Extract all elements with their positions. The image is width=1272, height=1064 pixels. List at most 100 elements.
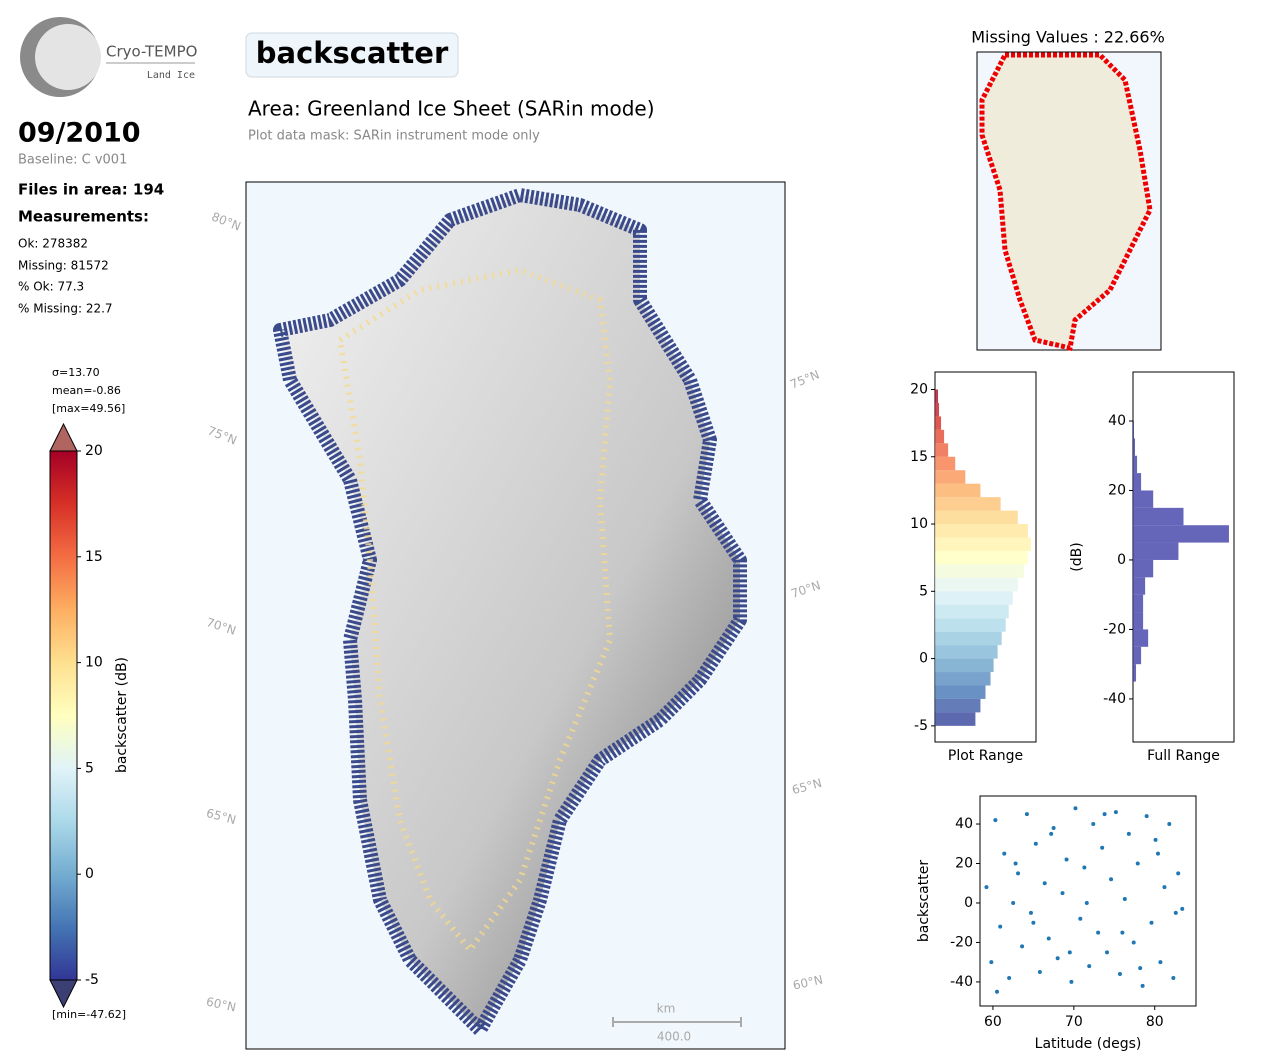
- point: [1096, 930, 1101, 935]
- hist-bar: [935, 564, 1024, 578]
- point: [1028, 910, 1033, 915]
- hist-bar: [1133, 646, 1142, 665]
- logo: Cryo-TEMPO Land Ice: [20, 17, 197, 97]
- y-tick-label: 40: [1108, 413, 1126, 429]
- hist-bar: [935, 591, 1013, 605]
- y-tick-label: -40: [1103, 691, 1126, 707]
- hist-bar: [1133, 438, 1136, 456]
- x-label: Full Range: [1147, 748, 1220, 764]
- min-annotation: [min=-47.62]: [52, 1008, 126, 1021]
- hist-bar: [935, 604, 1009, 619]
- point: [1042, 881, 1047, 886]
- y-tick-label: -20: [1103, 621, 1126, 637]
- point: [1153, 837, 1158, 842]
- point: [1126, 831, 1131, 836]
- lat-label: 60°N: [205, 995, 237, 1015]
- hist-bar: [1133, 507, 1184, 526]
- x-label: Latitude (degs): [1035, 1036, 1142, 1052]
- stat-annotation: σ=13.70: [52, 366, 100, 379]
- hist-bar: [935, 416, 942, 430]
- scale-length: 400.0: [657, 1030, 691, 1044]
- hist-bar: [935, 618, 1006, 632]
- hist-bar: [1133, 455, 1138, 474]
- point: [1033, 841, 1038, 846]
- missing-map: Missing Values : 22.66%: [971, 28, 1165, 352]
- hist-bar: [1133, 594, 1144, 613]
- hist-bar: [935, 537, 1031, 551]
- point: [1002, 851, 1007, 856]
- extend-top: [49, 422, 78, 452]
- hist-bar: [1133, 612, 1144, 630]
- hist-bar: [935, 429, 945, 444]
- point: [1082, 865, 1087, 870]
- point: [989, 960, 994, 965]
- point: [1176, 871, 1181, 876]
- y-tick-label: 10: [85, 655, 103, 671]
- hist-bar: [935, 510, 1018, 525]
- stat: % Ok: 77.3: [18, 280, 84, 294]
- hist-bar: [1133, 490, 1154, 508]
- point: [993, 818, 998, 823]
- y-tick-label: 20: [910, 381, 928, 397]
- y-tick-label: 40: [955, 816, 973, 832]
- stat-annotation: mean=-0.86: [52, 384, 121, 397]
- point: [1109, 877, 1114, 882]
- mask-note: Plot data mask: SARin instrument mode on…: [248, 129, 540, 144]
- date: 09/2010: [18, 118, 141, 149]
- hist-bar: [935, 645, 998, 659]
- point: [1046, 936, 1051, 941]
- point: [1122, 897, 1127, 902]
- stat: % Missing: 22.7: [18, 302, 113, 316]
- y-tick-label: 5: [919, 583, 928, 599]
- hist-bar: [935, 685, 986, 699]
- hist-bar: [935, 456, 956, 471]
- point: [1069, 979, 1074, 984]
- hist-bar: [935, 698, 981, 713]
- point: [1135, 861, 1140, 866]
- y-tick-label: 0: [964, 895, 973, 911]
- y-tick-label: -5: [85, 972, 99, 988]
- x-label: Plot Range: [948, 748, 1023, 764]
- point: [1144, 814, 1149, 819]
- axes-frame: [979, 795, 1197, 1007]
- hist-bar: [935, 402, 940, 417]
- point: [1078, 916, 1083, 921]
- point: [1100, 845, 1105, 850]
- hist-bar: [1133, 473, 1142, 491]
- point: [1162, 885, 1167, 890]
- y-tick-label: 20: [1108, 482, 1126, 498]
- point: [1073, 806, 1078, 811]
- scale-unit: km: [657, 1002, 676, 1016]
- point: [1180, 906, 1185, 911]
- y-tick-label: -5: [914, 718, 928, 734]
- point: [1171, 975, 1176, 980]
- stat: Ok: 278382: [18, 237, 88, 251]
- logo-disc: [35, 24, 101, 90]
- point: [1102, 812, 1107, 817]
- logo-name: Cryo-TEMPO: [106, 43, 197, 61]
- y-tick-label: 20: [955, 856, 973, 872]
- point: [1120, 930, 1125, 935]
- colorbar-label: backscatter (dB): [114, 657, 130, 773]
- point: [1020, 944, 1025, 949]
- y-tick-label: -40: [950, 974, 973, 990]
- point: [1016, 871, 1021, 876]
- point: [1091, 822, 1096, 827]
- hist-bar: [935, 631, 1002, 646]
- track-overlay: [336, 266, 614, 955]
- y-tick-label: 0: [85, 866, 94, 882]
- lat-label: 60°N: [792, 973, 824, 993]
- point: [1060, 891, 1065, 896]
- lat-label: 75°N: [788, 367, 821, 391]
- hist-bar: [935, 497, 1001, 511]
- y-tick-label: 20: [85, 443, 103, 459]
- logo-sub: Land Ice: [147, 70, 195, 81]
- point: [984, 885, 989, 890]
- point: [1138, 966, 1143, 971]
- point: [1117, 972, 1122, 977]
- lat-label: 75°N: [206, 423, 239, 447]
- y-tick-label: 0: [1117, 552, 1126, 568]
- greenland: [273, 188, 747, 1037]
- point: [1149, 920, 1154, 925]
